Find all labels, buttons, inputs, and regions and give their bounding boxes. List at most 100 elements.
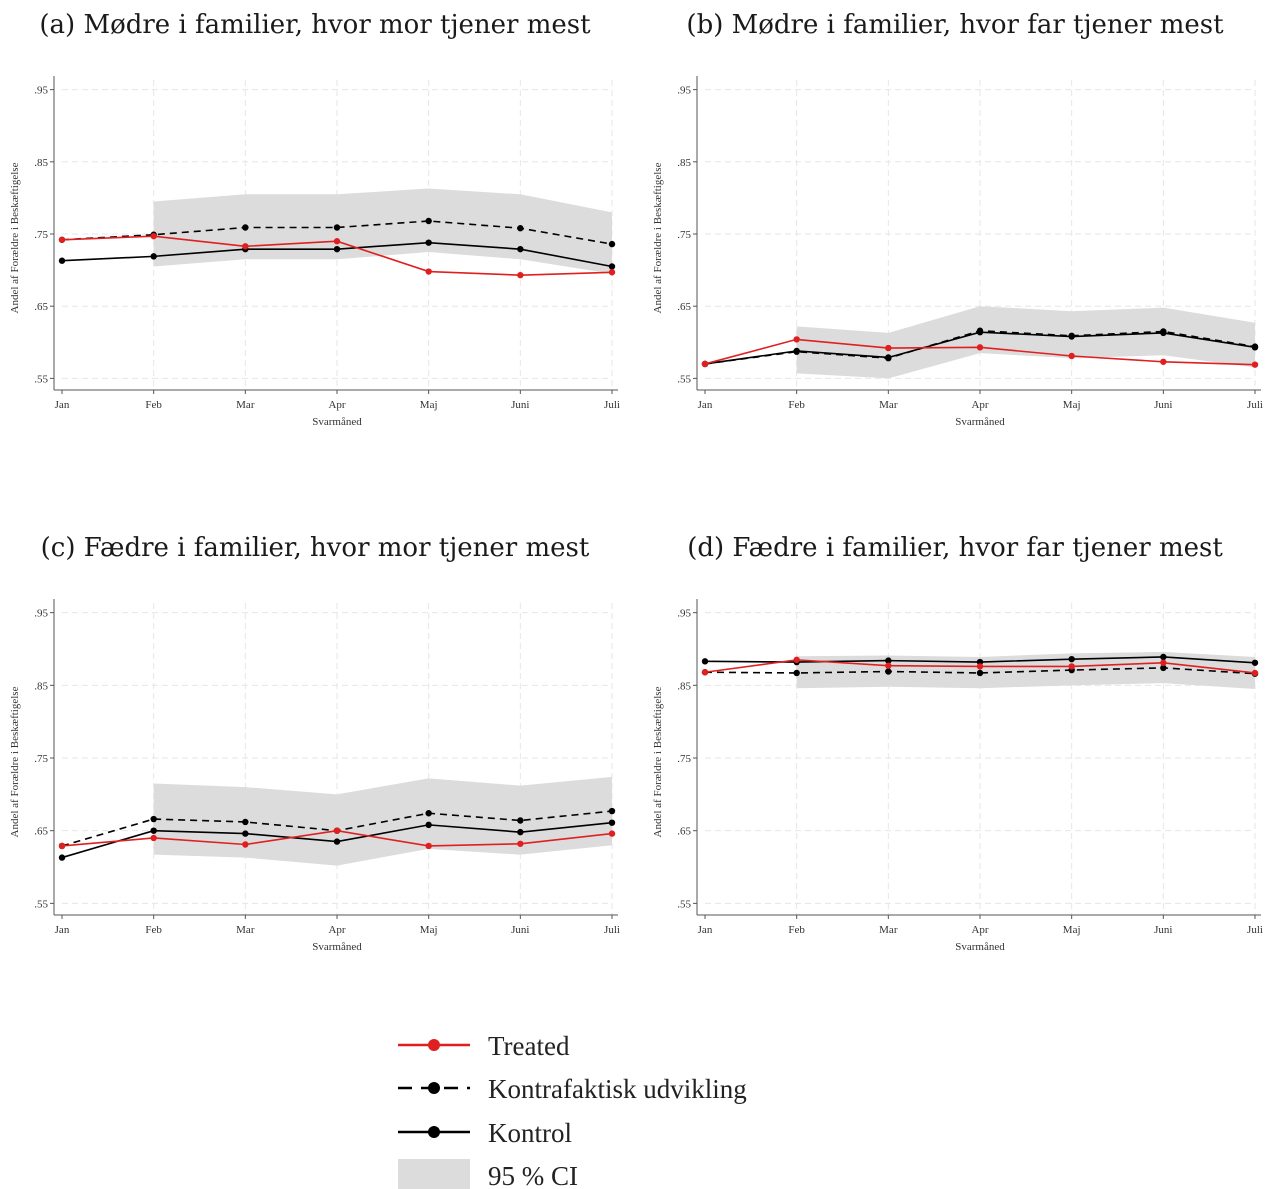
point-kontrol [58, 257, 66, 264]
point-kontrol [608, 263, 616, 270]
point-kontrol [517, 245, 524, 253]
point-treated [976, 663, 984, 670]
point-treated [1251, 669, 1259, 677]
point-kontrol [425, 821, 432, 829]
y-tick-label: .85 [677, 680, 691, 692]
x-tick-label: Juli [1247, 924, 1263, 936]
chart-panel-d: (d) Fædre i familier, hvor far tjener me… [652, 533, 1263, 953]
x-tick-label: Feb [788, 399, 805, 411]
x-tick-label: Juli [604, 399, 620, 411]
legend-marker-kontrol [428, 1126, 440, 1138]
x-tick-label: Jan [55, 399, 70, 411]
chart-panel-a: (a) Mødre i familier, hvor mor tjener me… [9, 10, 620, 428]
point-treated [517, 840, 524, 847]
point-counterfactual [608, 240, 616, 248]
x-tick-label: Mar [879, 399, 898, 411]
point-counterfactual [1160, 664, 1167, 672]
y-tick-label: .85 [34, 157, 48, 169]
x-tick-label: Juli [604, 924, 620, 936]
legend-label-ci: 95 % CI [488, 1161, 578, 1189]
point-counterfactual [425, 810, 432, 817]
x-tick-label: Jan [698, 924, 713, 936]
point-kontrol [333, 245, 341, 253]
point-counterfactual [1160, 328, 1167, 335]
point-kontrol [425, 239, 432, 246]
point-counterfactual [333, 224, 341, 231]
y-tick-label: .75 [677, 229, 691, 241]
y-tick-label: .65 [34, 826, 48, 838]
point-counterfactual [793, 669, 800, 677]
point-kontrol [333, 838, 341, 845]
point-treated [701, 360, 709, 368]
x-tick-label: Juni [511, 399, 529, 411]
x-tick-label: Maj [420, 924, 438, 936]
point-treated [793, 336, 800, 343]
point-counterfactual [1251, 343, 1259, 350]
point-treated [885, 344, 892, 352]
point-treated [1251, 361, 1259, 368]
y-tick-label: .55 [34, 898, 48, 910]
x-tick-label: Feb [788, 924, 805, 936]
point-treated [608, 269, 616, 276]
x-axis-label: Svarmåned [312, 941, 362, 953]
point-counterfactual [608, 807, 616, 815]
point-kontrol [58, 854, 66, 861]
x-tick-label: Mar [236, 399, 255, 411]
point-treated [150, 834, 157, 842]
y-tick-label: .55 [677, 373, 691, 385]
point-treated [150, 232, 157, 240]
point-kontrol [242, 830, 249, 837]
legend-marker-counterfactual [428, 1082, 440, 1094]
chart-panel-b: (b) Mødre i familier, hvor far tjener me… [652, 10, 1263, 428]
point-kontrol [1251, 659, 1259, 666]
y-tick-label: .75 [34, 753, 48, 765]
x-axis-label: Svarmåned [955, 416, 1005, 428]
x-tick-label: Jan [55, 924, 70, 936]
y-axis-label: Andel af Forældre i Beskæftigelse [652, 162, 664, 313]
point-treated [58, 236, 66, 243]
point-treated [333, 238, 341, 245]
y-axis-label: Andel af Forældre i Beskæftigelse [9, 686, 21, 837]
x-axis-label: Svarmåned [312, 416, 362, 428]
point-counterfactual [425, 217, 432, 225]
x-tick-label: Feb [145, 399, 162, 411]
legend-label-treated: Treated [488, 1031, 570, 1061]
x-tick-label: Apr [328, 924, 345, 936]
point-treated [333, 827, 341, 834]
point-treated [793, 656, 800, 664]
x-tick-label: Maj [1063, 399, 1081, 411]
point-kontrol [608, 819, 616, 826]
panel-title: (a) Mødre i familier, hvor mor tjener me… [39, 10, 591, 40]
x-axis-label: Svarmåned [955, 941, 1005, 953]
y-tick-label: .75 [677, 753, 691, 765]
point-treated [425, 842, 432, 850]
y-tick-label: .95 [677, 85, 691, 97]
point-kontrol [1068, 655, 1075, 663]
ci-band [796, 306, 1255, 379]
ci-band [796, 651, 1255, 689]
panel-title: (c) Fædre i familier, hvor mor tjener me… [41, 533, 590, 563]
x-tick-label: Maj [1063, 924, 1081, 936]
x-tick-label: Juni [511, 924, 529, 936]
point-treated [608, 830, 616, 837]
point-treated [885, 662, 892, 669]
legend-marker-treated [428, 1039, 440, 1051]
y-tick-label: .85 [677, 157, 691, 169]
point-treated [701, 669, 709, 676]
point-counterfactual [885, 668, 892, 675]
point-counterfactual [242, 224, 249, 231]
point-counterfactual [976, 327, 984, 334]
point-treated [242, 243, 249, 250]
point-counterfactual [793, 348, 800, 355]
x-tick-label: Jan [698, 399, 713, 411]
x-tick-label: Maj [420, 399, 438, 411]
point-kontrol [150, 253, 157, 260]
point-treated [1068, 663, 1075, 670]
x-tick-label: Juni [1154, 924, 1172, 936]
y-tick-label: .65 [677, 301, 691, 313]
point-counterfactual [242, 818, 249, 826]
point-kontrol [150, 827, 157, 834]
legend-swatch-ci [398, 1159, 470, 1189]
point-kontrol [1160, 653, 1167, 661]
